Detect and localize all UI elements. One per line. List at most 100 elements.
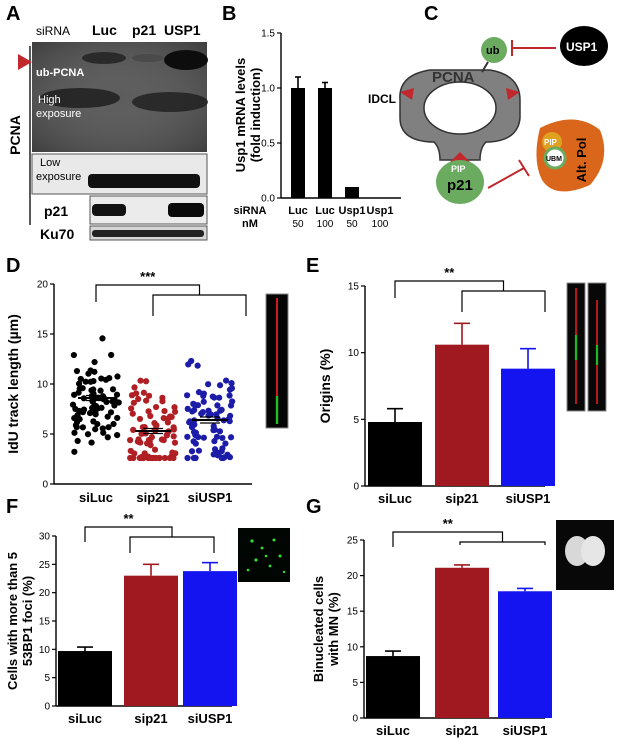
- bar: [501, 368, 555, 486]
- high-exposure-line2: exposure: [36, 108, 81, 120]
- category-label: sip21: [136, 490, 169, 505]
- y-axis-label: Origins (%): [317, 349, 333, 424]
- data-point: [130, 426, 137, 433]
- y-tick-label: 15: [39, 617, 51, 628]
- data-point: [216, 428, 224, 435]
- data-point: [160, 437, 167, 444]
- category-label: siLuc: [376, 723, 410, 738]
- data-point: [90, 386, 97, 393]
- data-point: [86, 410, 94, 417]
- y-axis-label: Usp1 mRNA levels(fold induction): [233, 58, 263, 172]
- data-point: [92, 426, 99, 433]
- low-exposure-line1: Low: [40, 157, 60, 169]
- y-tick-label: 5: [44, 673, 50, 684]
- data-point: [92, 411, 99, 418]
- y-tick-label: 5: [353, 415, 359, 426]
- data-point: [170, 433, 177, 440]
- lane-label-usp1: USP1: [164, 22, 201, 38]
- data-point: [171, 439, 179, 446]
- data-point: [192, 429, 200, 436]
- focus-dot: [260, 546, 264, 550]
- data-point: [74, 437, 81, 445]
- data-point: [145, 408, 152, 415]
- significance-bracket-sub: [152, 294, 247, 316]
- data-point: [138, 430, 145, 437]
- subcategory-label: 100: [372, 219, 389, 230]
- y-tick-label: 0.5: [261, 139, 275, 150]
- data-point: [72, 422, 80, 429]
- data-point: [227, 412, 234, 420]
- y-tick-label: 5: [352, 678, 358, 689]
- data-point: [73, 367, 81, 375]
- data-point: [107, 409, 115, 416]
- y-tick-label: 10: [37, 380, 49, 391]
- focus-dot: [254, 558, 258, 562]
- data-point: [114, 432, 121, 439]
- data-point: [192, 440, 199, 447]
- data-point: [98, 375, 105, 382]
- data-point: [200, 434, 207, 441]
- data-point: [189, 423, 196, 430]
- data-point: [148, 454, 155, 462]
- bar: [291, 88, 305, 198]
- bar: [318, 88, 332, 198]
- subcategory-label: 50: [346, 219, 358, 230]
- category-label: sip21: [445, 491, 478, 506]
- data-point: [79, 409, 87, 416]
- y-tick-label: 25: [39, 560, 51, 571]
- row-label-p21: p21: [44, 203, 68, 219]
- panel-b: B 0.0 0.5 1.0 1.5 Usp1 mRNA levels(fold indu…: [222, 3, 401, 230]
- data-point: [88, 439, 95, 446]
- significance-bracket-sub: [461, 290, 546, 312]
- data-point: [209, 393, 216, 400]
- significance-bracket: [394, 280, 505, 298]
- panel-a: A siRNA Luc p21 USP1 PCNA ub-PCNA High e…: [6, 3, 208, 242]
- data-point: [170, 426, 177, 433]
- ub-circle: [481, 37, 507, 63]
- data-point: [214, 402, 221, 409]
- row-label-ku70: Ku70: [40, 226, 74, 242]
- panel-label-a: A: [6, 3, 20, 25]
- bar: [498, 591, 552, 718]
- data-point: [127, 437, 134, 444]
- significance-stars: **: [444, 265, 455, 280]
- data-point: [109, 386, 117, 393]
- band-pcna-low: [88, 174, 200, 188]
- ub-pcna-label: ub-PCNA: [36, 67, 84, 79]
- focus-dot: [272, 538, 276, 542]
- data-point: [171, 408, 179, 415]
- lane-label-p21: p21: [132, 22, 156, 38]
- band-ub-pcna-usp1: [164, 50, 208, 70]
- data-point: [194, 362, 201, 369]
- idcl-label: IDCL: [368, 92, 396, 106]
- bar: [124, 575, 178, 706]
- data-point: [184, 433, 191, 440]
- data-point: [138, 453, 145, 460]
- bar: [183, 571, 237, 706]
- data-point: [160, 415, 167, 422]
- data-point: [103, 398, 110, 406]
- y-tick-label: 0.0: [261, 194, 275, 205]
- panel-f: F 0 5 10 15 20 25 30 Cells with more than 553BP…: [5, 496, 290, 726]
- category-label: siUSP1: [503, 723, 548, 738]
- y-tick-label: 5: [42, 430, 48, 441]
- category-label: Usp1: [339, 205, 366, 217]
- data-point: [189, 408, 196, 415]
- data-point: [226, 392, 233, 399]
- y-tick-label: 15: [37, 330, 49, 341]
- data-point: [169, 449, 176, 456]
- band-ku70: [92, 230, 204, 237]
- sirna-label: siRNA: [36, 24, 70, 38]
- nucleus-right: [581, 536, 605, 566]
- data-point: [227, 402, 235, 409]
- subcategory-label: 50: [292, 219, 304, 230]
- data-point: [219, 434, 226, 442]
- data-point: [91, 368, 98, 375]
- data-point: [111, 402, 118, 409]
- band-smear-right: [132, 92, 208, 112]
- lane-label-luc: Luc: [92, 22, 117, 38]
- data-point: [141, 424, 148, 431]
- subcategory-label: 100: [317, 219, 334, 230]
- category-label: Usp1: [367, 205, 394, 217]
